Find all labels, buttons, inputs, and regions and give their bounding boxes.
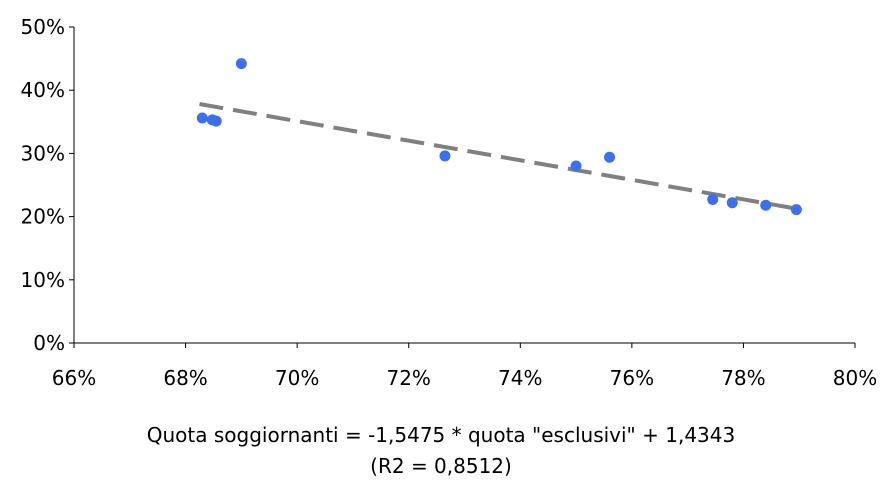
data-point xyxy=(196,112,208,124)
x-tick-label: 74% xyxy=(498,366,542,390)
data-point xyxy=(707,194,719,206)
y-tick-label: 40% xyxy=(21,78,65,102)
data-point xyxy=(760,199,772,211)
y-tick-label: 0% xyxy=(33,331,65,355)
scatter-chart: 66% 68% 70% 72% 74% 76% 78% 80% 0% 10% 20% 30% 40% 5… xyxy=(21,15,878,390)
data-point xyxy=(790,204,802,216)
r-squared-label: (R2 = 0,8512) xyxy=(370,454,512,478)
y-axis: 0% 10% 20% 30% 40% 50% xyxy=(21,15,75,355)
x-tick-label: 80% xyxy=(833,366,877,390)
x-tick-label: 76% xyxy=(610,366,654,390)
trendline-group xyxy=(199,102,797,211)
x-tick-label: 72% xyxy=(386,366,430,390)
y-tick-label: 50% xyxy=(21,15,65,39)
x-tick-label: 68% xyxy=(163,366,207,390)
data-point xyxy=(726,197,738,209)
data-point xyxy=(235,58,247,70)
regression-equation: Quota soggiornanti = -1,5475 * quota "es… xyxy=(146,423,736,447)
y-tick-label: 10% xyxy=(21,268,65,292)
x-tick-label: 66% xyxy=(52,366,96,390)
data-point xyxy=(439,150,451,162)
data-point xyxy=(604,151,616,163)
y-tick-label: 30% xyxy=(21,141,65,165)
data-point xyxy=(570,160,582,172)
x-axis: 66% 68% 70% 72% 74% 76% 78% 80% xyxy=(52,342,877,390)
x-tick-label: 70% xyxy=(275,366,319,390)
data-point xyxy=(210,115,222,127)
y-tick-label: 20% xyxy=(21,205,65,229)
trendline xyxy=(199,102,797,211)
x-tick-label: 78% xyxy=(721,366,765,390)
data-points xyxy=(196,58,802,216)
